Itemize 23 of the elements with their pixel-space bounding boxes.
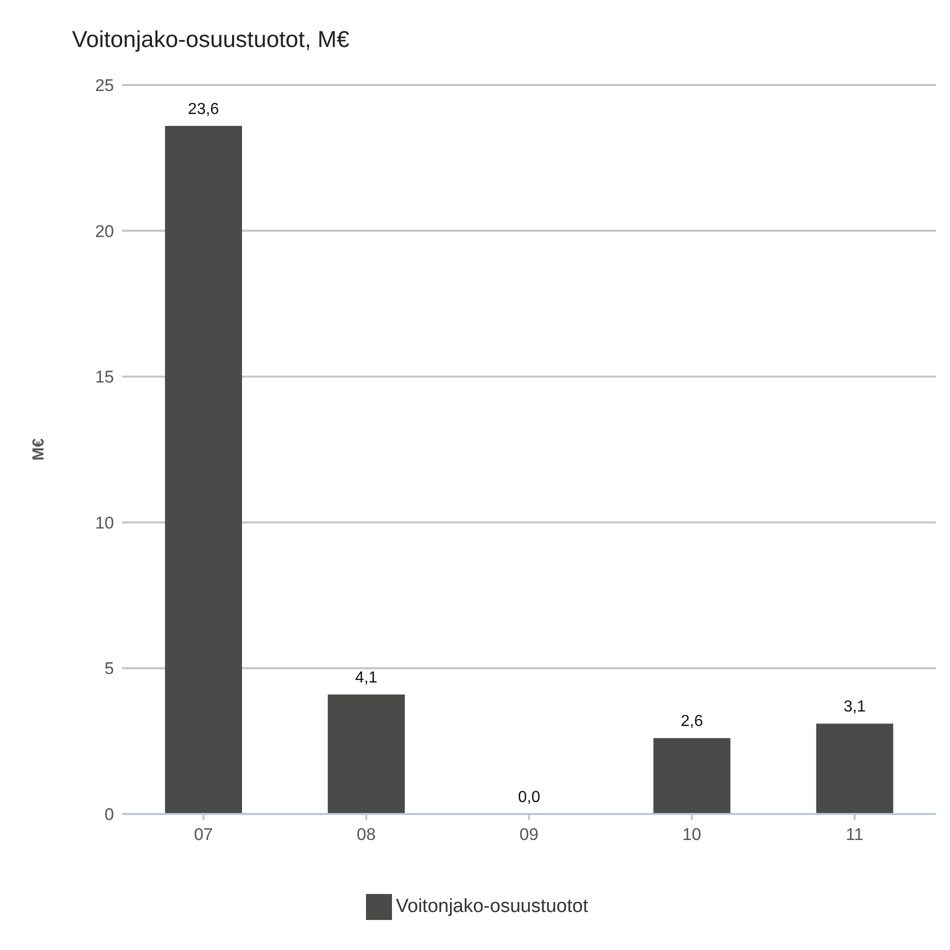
x-tick-label: 07: [194, 825, 213, 844]
data-label: 0,0: [518, 788, 540, 806]
data-label: 3,1: [844, 698, 866, 716]
x-tick-label: 08: [356, 825, 376, 844]
data-label: 4,1: [355, 669, 378, 686]
x-tick-label: 11: [846, 825, 864, 844]
chart-title: Voitonjako-osuustuotot, M€: [71, 25, 350, 54]
bar: [328, 694, 405, 814]
bar: [653, 738, 730, 814]
bar: [816, 724, 894, 814]
x-tick-label: 10: [682, 825, 702, 844]
legend-label: Voitonjako-osuustuotot: [396, 896, 588, 918]
y-tick-label: 10: [95, 513, 114, 532]
y-tick-label: 15: [95, 368, 114, 387]
bar: [165, 126, 242, 814]
x-tick-label: 09: [520, 825, 538, 844]
y-tick-label: 5: [104, 659, 114, 678]
y-axis-title: M€: [30, 438, 48, 461]
data-label: 23,6: [188, 100, 220, 118]
y-tick-label: 20: [95, 222, 114, 241]
y-tick-label: 25: [95, 76, 114, 96]
y-tick-label: 0: [104, 805, 114, 824]
data-label: 2,6: [680, 713, 704, 730]
